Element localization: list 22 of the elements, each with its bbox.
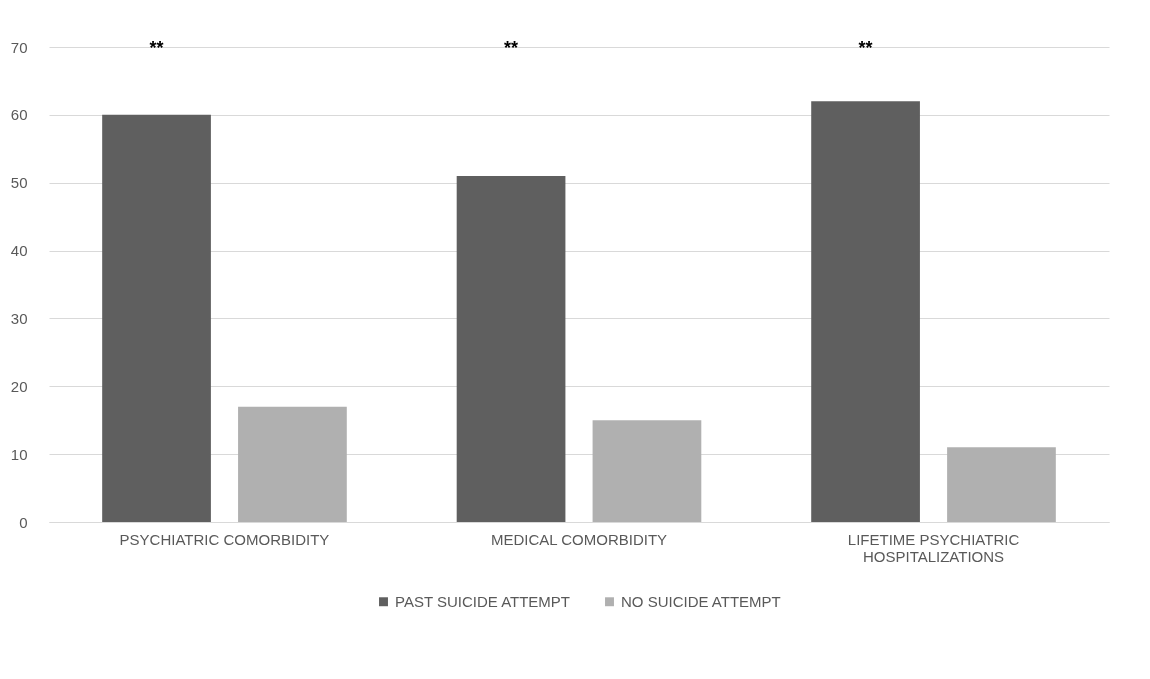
bar	[238, 406, 347, 522]
y-tick-label: 70	[10, 38, 28, 56]
y-tick-label: 10	[10, 445, 28, 463]
legend-label: PAST SUICIDE ATTEMPT	[395, 592, 571, 610]
bar	[456, 175, 566, 522]
y-tick-label: 20	[10, 377, 28, 395]
x-tick-label: MEDICAL COMORBIDITY	[490, 530, 668, 548]
y-tick-label: 0	[19, 513, 28, 531]
x-tick-label: PSYCHIATRIC COMORBIDITY	[119, 530, 330, 548]
annotation: **	[149, 38, 164, 58]
y-tick-label: 60	[10, 106, 28, 124]
legend-label: NO SUICIDE ATTEMPT	[621, 592, 781, 610]
annotation: **	[858, 38, 873, 58]
annotation: **	[504, 38, 519, 58]
bar	[811, 101, 920, 522]
bar	[592, 420, 702, 522]
x-tick-label: LIFETIME PSYCHIATRIC HOSPITALIZATIONS	[847, 530, 1020, 565]
y-tick-label: 40	[10, 242, 28, 260]
y-tick-label: 50	[10, 174, 28, 192]
y-tick-label: 30	[10, 309, 28, 327]
bar	[102, 114, 211, 522]
bar	[947, 447, 1056, 522]
